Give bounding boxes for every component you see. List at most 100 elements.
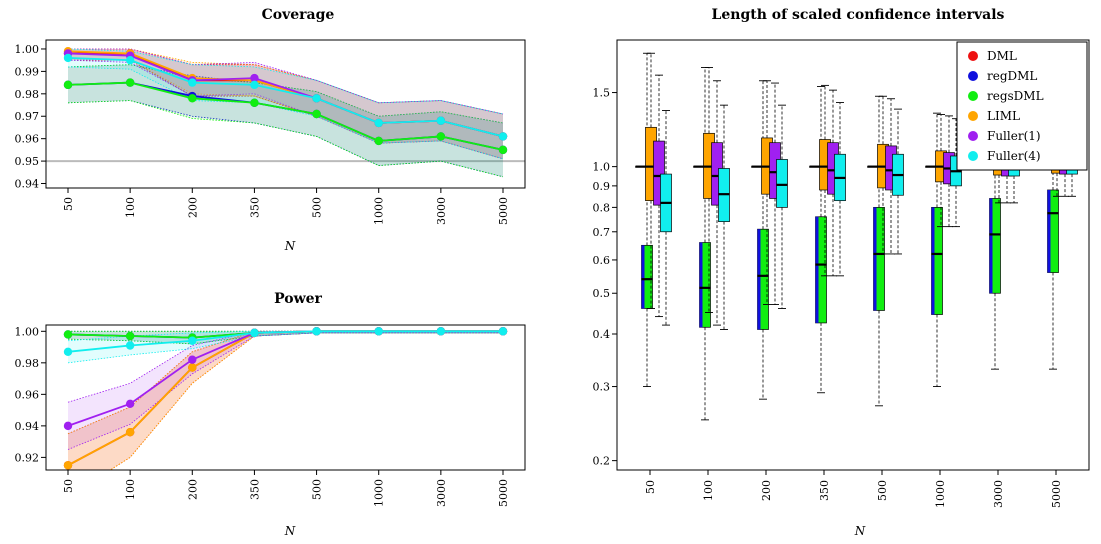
length-y-tick-label: 0.9 xyxy=(593,180,611,193)
length-box-dml-100 xyxy=(693,165,705,168)
length-y-tick-label: 0.5 xyxy=(593,287,611,300)
length-legend: DML regDML regsDML LIML Fuller(1) Fuller(4) xyxy=(956,41,1088,171)
coverage-x-tick-label: 5000 xyxy=(497,197,510,225)
power-point-regsdml-100 xyxy=(125,331,135,341)
power-plot-area xyxy=(63,327,508,470)
legend-label: LIML xyxy=(987,109,1020,123)
coverage-band-lower-regsdml xyxy=(67,100,504,178)
power-title: Power xyxy=(274,291,322,307)
length-y-tick-label: 0.7 xyxy=(593,226,611,239)
coverage-point-regsdml-50 xyxy=(63,80,73,90)
coverage-x-tick-label: 50 xyxy=(62,197,75,211)
power-plot: 0.92 0.94 0.96 0.98 1.00 50 100 200 350 500 1000 30… xyxy=(15,324,526,507)
length-y-tick-label: 0.3 xyxy=(593,381,611,394)
legend-swatch xyxy=(968,131,978,141)
power-x-tick-label: 5000 xyxy=(497,479,510,507)
box-regdml-edge xyxy=(931,207,935,315)
box-regdml-edge xyxy=(1047,189,1051,273)
coverage-plot-area xyxy=(46,47,525,178)
length-x-tick-label: 500 xyxy=(876,480,889,501)
box-regdml-edge xyxy=(699,242,703,328)
power-x-axis-label: N xyxy=(284,524,296,538)
length-x-tick-label: 50 xyxy=(644,480,657,494)
power-plot-frame xyxy=(45,324,526,471)
coverage-y-tick-label: 0.97 xyxy=(15,110,40,123)
length-y-tick-label: 0.8 xyxy=(593,201,611,214)
power-band-regsdml xyxy=(68,331,503,344)
coverage-point-regsdml-100 xyxy=(125,78,135,87)
coverage-y-tick-label: 0.96 xyxy=(15,133,40,146)
length-box-dml-200 xyxy=(751,165,763,168)
coverage-line-fuller-4 xyxy=(67,57,504,138)
power-point-fuller-4-50 xyxy=(63,347,73,356)
coverage-point-regsdml-5000 xyxy=(498,145,508,155)
length-plot: 0.2 0.3 0.4 0.5 0.6 0.7 0.8 0.9 1.0 1.5 50 100 200 35… xyxy=(593,39,1090,508)
legend-entry-liml: LIML xyxy=(968,109,1020,123)
coverage-x-tick-label: 500 xyxy=(311,197,324,218)
power-point-liml-100 xyxy=(125,427,135,437)
legend-swatch xyxy=(968,151,978,161)
power-point-fuller-1-50 xyxy=(63,421,73,431)
coverage-point-regsdml-500 xyxy=(312,109,321,119)
power-x-tick-label: 1000 xyxy=(373,479,386,507)
power-band-lower-regsdml xyxy=(67,332,503,345)
coverage-y-tick-label: 0.94 xyxy=(15,178,40,191)
length-box-fuller-4-100 xyxy=(718,104,730,330)
power-point-regsdml-50 xyxy=(63,330,73,339)
box-body xyxy=(776,159,788,208)
power-point-fuller-4-3000 xyxy=(436,327,446,336)
power-point-fuller-4-100 xyxy=(125,341,135,350)
coverage-band-upper-fuller-4 xyxy=(67,48,504,115)
length-box-dml-50 xyxy=(635,165,647,168)
length-box-dml-500 xyxy=(867,165,879,168)
coverage-point-regsdml-3000 xyxy=(436,132,446,141)
length-box-fuller-4-50 xyxy=(660,110,672,326)
power-y-tick-label: 0.96 xyxy=(15,388,40,401)
power-band-lower-fuller-4 xyxy=(67,332,503,364)
coverage-band-lower-fuller-1 xyxy=(67,59,504,160)
legend-swatch xyxy=(968,51,978,61)
power-point-fuller-4-500 xyxy=(312,327,321,336)
length-y-tick-label: 1.5 xyxy=(593,87,611,100)
power-point-fuller-1-100 xyxy=(125,399,135,409)
power-x-tick-label: 200 xyxy=(186,479,199,500)
power-point-fuller-4-350 xyxy=(250,328,259,338)
length-y-tick-label: 1.0 xyxy=(593,161,611,174)
length-y-tick-label: 0.6 xyxy=(593,254,611,267)
length-box-fuller-4-500 xyxy=(892,108,904,255)
legend-label: Fuller(4) xyxy=(987,149,1041,163)
power-point-fuller-4-5000 xyxy=(498,327,508,336)
coverage-band-lower-dml xyxy=(68,59,504,160)
length-plot-area xyxy=(635,52,1078,421)
length-box-fuller-4-200 xyxy=(776,104,788,309)
box-regdml-edge xyxy=(989,198,993,294)
coverage-band-upper-regsdml xyxy=(67,64,504,124)
power-band-regdml xyxy=(68,331,503,344)
coverage-plot: 0.94 0.95 0.96 0.97 0.98 0.99 1.00 50 100 200 350 5… xyxy=(15,39,526,225)
power-point-liml-200 xyxy=(188,363,197,372)
power-x-tick-label: 500 xyxy=(311,479,324,500)
power-x-tick-label: 350 xyxy=(248,479,261,500)
power-point-fuller-4-1000 xyxy=(374,327,383,336)
power-x-tick-label: 3000 xyxy=(435,479,448,507)
legend-entry-regdml: regDML xyxy=(968,69,1037,83)
coverage-point-fuller-4-5000 xyxy=(498,132,508,141)
length-box-fuller-4-1000 xyxy=(950,118,962,228)
legend-swatch xyxy=(968,91,978,101)
legend-entry-fuller-4: Fuller(4) xyxy=(968,149,1041,163)
power-x-tick-label: 100 xyxy=(124,479,137,500)
coverage-point-fuller-4-100 xyxy=(125,55,135,65)
length-box-dml-350 xyxy=(809,165,821,168)
coverage-point-fuller-4-200 xyxy=(188,78,197,87)
length-x-tick-label: 5000 xyxy=(1050,480,1063,508)
coverage-point-fuller-4-3000 xyxy=(436,116,446,125)
power-y-tick-label: 0.94 xyxy=(15,420,40,433)
coverage-y-tick-label: 0.99 xyxy=(15,65,40,78)
length-title: Length of scaled confidence intervals xyxy=(712,7,1005,23)
length-plot-frame xyxy=(616,39,1090,471)
length-x-tick-label: 3000 xyxy=(992,480,1005,508)
legend-label: DML xyxy=(987,49,1017,63)
coverage-band-upper-fuller-1 xyxy=(68,48,504,115)
length-box-fuller-1-1000 xyxy=(943,115,955,228)
